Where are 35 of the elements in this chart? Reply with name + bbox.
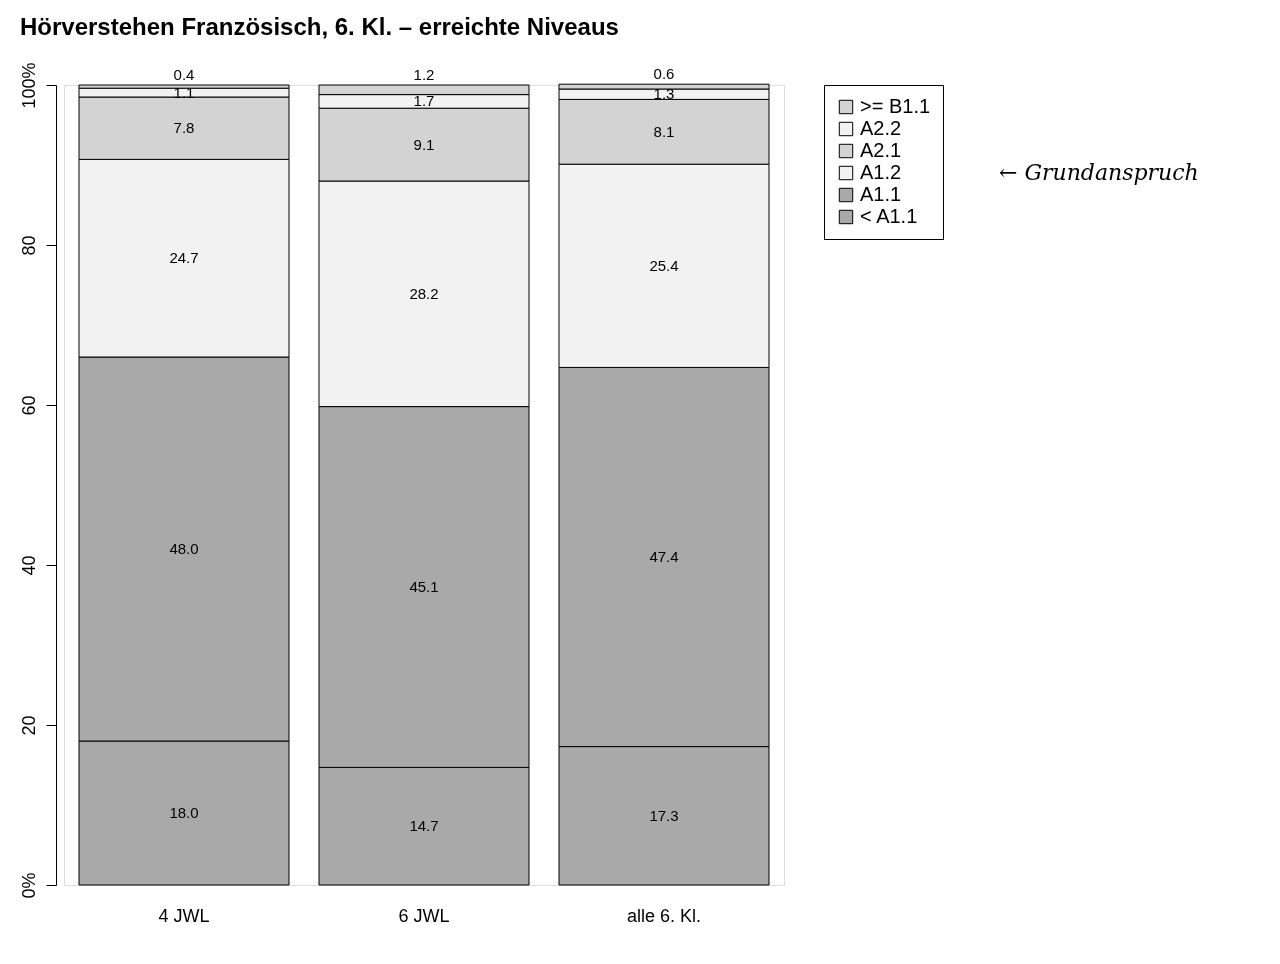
y-tick-label: 40 [18, 555, 39, 576]
y-tick-label: 60 [18, 395, 39, 416]
data-label: 24.7 [169, 249, 199, 267]
data-label: 1.3 [653, 85, 675, 103]
x-tick-label: alle 6. Kl. [626, 905, 702, 926]
legend-label: A1.2 [860, 161, 902, 183]
chart-title: Hörverstehen Französisch, 6. Kl. – erreichte Niveaus [20, 12, 619, 40]
y-tick-label: 100% [18, 62, 39, 109]
data-label: 48.0 [169, 540, 199, 557]
data-label: 14.7 [409, 817, 439, 835]
data-label: 1.7 [413, 92, 435, 110]
legend-label: A2.1 [860, 139, 902, 161]
data-label: 1.2 [413, 66, 435, 83]
data-label: 47.4 [649, 548, 679, 565]
data-label: 18.0 [169, 804, 199, 821]
x-tick-label: 6 JWL [398, 905, 450, 926]
data-label: 25.4 [649, 256, 679, 274]
legend-label: >= B1.1 [860, 95, 931, 117]
legend-label: A2.2 [860, 117, 902, 139]
data-label: 17.3 [649, 806, 679, 824]
y-tick-label: 20 [18, 715, 39, 736]
data-label: 0.4 [173, 66, 195, 83]
data-label: 45.1 [409, 578, 439, 595]
data-label: 8.1 [653, 122, 675, 140]
y-tick-label: 80 [18, 235, 39, 256]
data-label: 1.1 [173, 83, 195, 101]
text: ← Grundanspruch [999, 160, 1199, 185]
legend-label: A1.1 [860, 183, 902, 205]
y-tick-label: 0% [18, 872, 39, 899]
x-tick-label: 4 JWL [158, 905, 210, 926]
data-label: 7.8 [173, 119, 195, 137]
data-label: 28.2 [409, 284, 439, 302]
data-label: 9.1 [413, 135, 435, 153]
legend-label: < A1.1 [860, 205, 918, 227]
data-label: 0.6 [653, 65, 675, 83]
